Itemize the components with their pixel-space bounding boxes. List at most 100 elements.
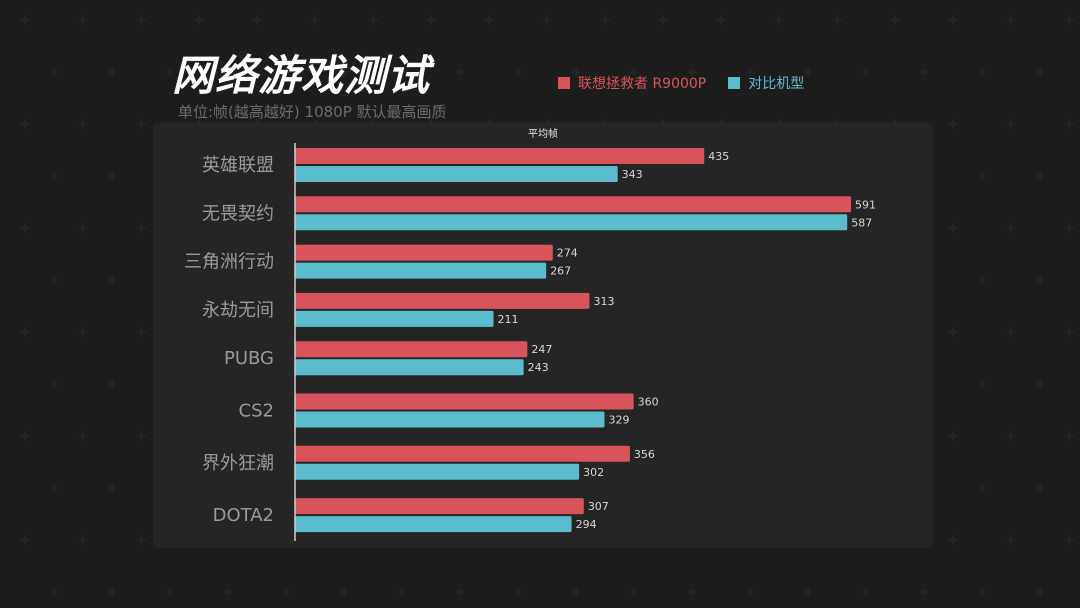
background-star-icon xyxy=(975,273,990,287)
bar-series-b xyxy=(295,166,618,182)
bar-series-b xyxy=(295,214,848,231)
bar-value-label-series-b: 302 xyxy=(583,466,604,479)
background-star-icon xyxy=(830,13,845,27)
bar-series-b xyxy=(295,359,524,376)
background-star-icon xyxy=(105,273,120,287)
category-label: 三角洲行动 xyxy=(184,252,274,273)
background-star-icon xyxy=(76,325,91,339)
background-star-icon xyxy=(308,13,323,27)
bar-value-label-series-b: 267 xyxy=(550,265,571,278)
bar-series-b xyxy=(295,310,494,327)
chart-legend: 联想拯救者 R9000P 对比机型 xyxy=(558,73,826,93)
chart-title: 平均帧 xyxy=(528,127,558,140)
bar-series-a xyxy=(295,341,528,358)
bar-value-label-series-a: 356 xyxy=(634,448,655,461)
background-star-icon xyxy=(134,221,149,235)
background-star-icon xyxy=(395,65,410,79)
background-star-icon xyxy=(627,65,642,79)
background-star-icon xyxy=(76,117,91,131)
background-star-icon xyxy=(18,533,33,547)
background-star-icon xyxy=(569,65,584,79)
bar-value-label-series-b: 243 xyxy=(528,361,549,374)
background-star-icon xyxy=(221,585,236,599)
background-star-icon xyxy=(1033,273,1048,287)
background-star-icon xyxy=(163,585,178,599)
background-star-icon xyxy=(105,169,120,183)
bar-value-label-series-b: 343 xyxy=(622,168,643,181)
background-star-icon xyxy=(76,13,91,27)
background-star-icon xyxy=(105,481,120,495)
legend-label-series-a: 联想拯救者 R9000P xyxy=(578,76,707,92)
page-title: 网络游戏测试 xyxy=(172,51,431,100)
background-star-icon xyxy=(569,585,584,599)
background-star-icon xyxy=(1004,117,1019,131)
background-star-icon xyxy=(1033,481,1048,495)
background-star-icon xyxy=(134,13,149,27)
background-star-icon xyxy=(511,585,526,599)
background-star-icon xyxy=(18,117,33,131)
background-star-icon xyxy=(395,585,410,599)
bar-value-label-series-a: 274 xyxy=(557,247,578,260)
background-star-icon xyxy=(1033,585,1048,599)
background-star-icon xyxy=(946,221,961,235)
background-star-icon xyxy=(105,65,120,79)
background-star-icon xyxy=(685,65,700,79)
background-star-icon xyxy=(975,377,990,391)
background-star-icon xyxy=(1004,13,1019,27)
background-star-icon xyxy=(1033,65,1048,79)
bar-value-label-series-b: 587 xyxy=(851,216,872,229)
chart-panel: 平均帧 英雄联盟 435 343 无畏契约 591 587 三角洲行动 274 267 永劫无间 31… xyxy=(153,123,933,548)
background-star-icon xyxy=(975,169,990,183)
background-star-icon xyxy=(47,273,62,287)
background-star-icon xyxy=(453,585,468,599)
background-star-icon xyxy=(18,221,33,235)
bar-series-a xyxy=(295,148,705,164)
background-star-icon xyxy=(888,13,903,27)
legend-swatch-series-a xyxy=(558,77,570,89)
background-star-icon xyxy=(47,377,62,391)
category-label: 无畏契约 xyxy=(202,203,274,224)
background-star-icon xyxy=(946,117,961,131)
bar-value-label-series-a: 591 xyxy=(855,198,876,211)
bar-value-label-series-a: 247 xyxy=(531,343,552,356)
background-star-icon xyxy=(424,13,439,27)
background-star-icon xyxy=(1062,533,1077,547)
background-star-icon xyxy=(917,65,932,79)
background-star-icon xyxy=(975,585,990,599)
background-star-icon xyxy=(76,429,91,443)
background-star-icon xyxy=(656,13,671,27)
background-star-icon xyxy=(1062,325,1077,339)
background-star-icon xyxy=(105,585,120,599)
background-star-icon xyxy=(76,221,91,235)
background-star-icon xyxy=(511,65,526,79)
bar-series-b xyxy=(295,516,572,533)
background-star-icon xyxy=(685,585,700,599)
bar-value-label-series-a: 360 xyxy=(638,396,659,409)
bar-series-a xyxy=(295,445,630,462)
page-subtitle: 单位:帧(越高越好) 1080P 默认最高画质 xyxy=(178,103,447,121)
background-star-icon xyxy=(859,585,874,599)
background-star-icon xyxy=(18,325,33,339)
background-star-icon xyxy=(801,585,816,599)
background-star-icon xyxy=(134,429,149,443)
background-star-icon xyxy=(1004,533,1019,547)
category-label: CS2 xyxy=(239,401,274,422)
background-star-icon xyxy=(134,325,149,339)
bar-value-label-series-a: 435 xyxy=(708,150,729,163)
bar-series-b xyxy=(295,262,547,279)
bar-series-a xyxy=(295,393,634,410)
background-star-icon xyxy=(134,117,149,131)
category-label: DOTA2 xyxy=(213,505,274,526)
bar-series-b xyxy=(295,463,580,480)
background-star-icon xyxy=(279,585,294,599)
background-star-icon xyxy=(917,585,932,599)
category-label: 界外狂潮 xyxy=(202,453,274,474)
background-star-icon xyxy=(1033,377,1048,391)
background-star-icon xyxy=(772,13,787,27)
background-star-icon xyxy=(946,429,961,443)
legend-swatch-series-b xyxy=(728,77,741,89)
legend-label-series-b: 对比机型 xyxy=(748,76,805,92)
background-star-icon xyxy=(975,65,990,79)
background-star-icon xyxy=(1062,117,1077,131)
